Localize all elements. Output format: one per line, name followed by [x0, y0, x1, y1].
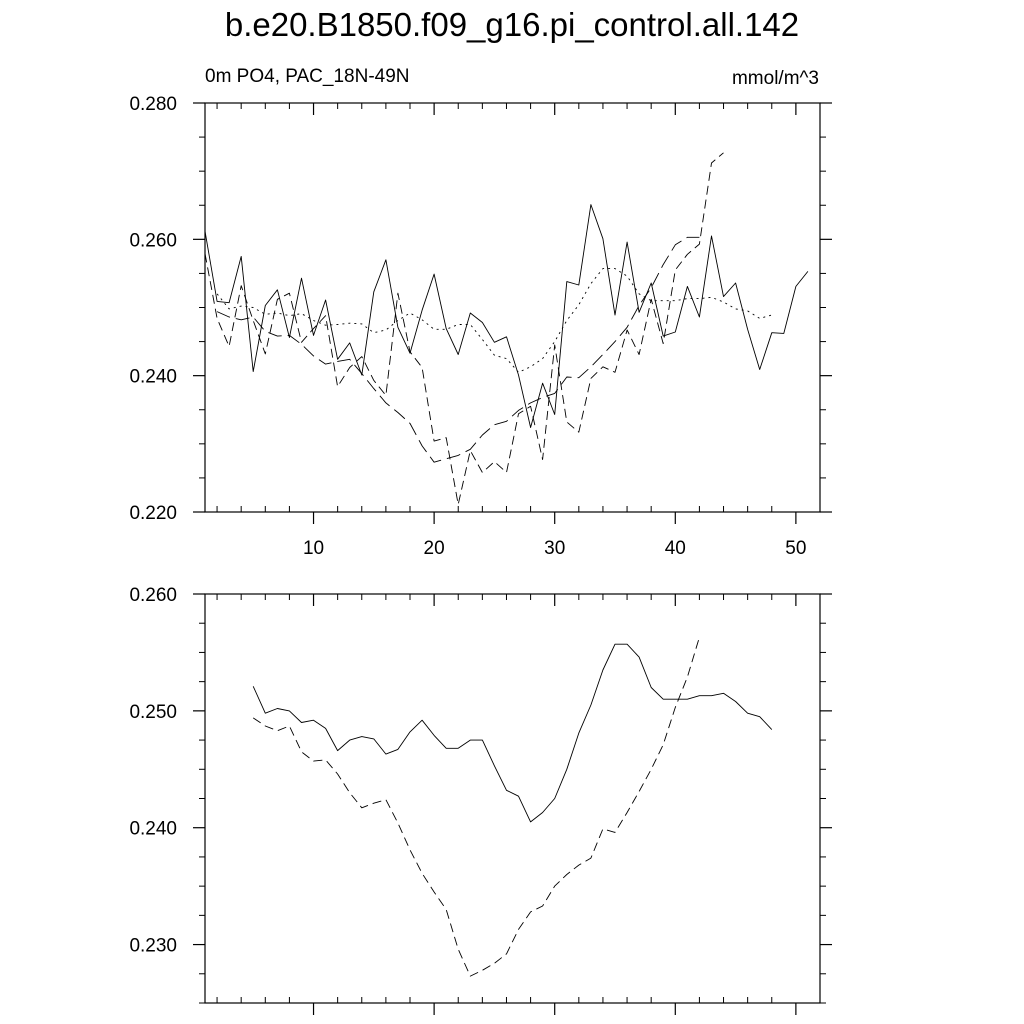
x-tick-label: 20: [424, 538, 445, 559]
series-line-dashed: [205, 152, 724, 505]
series-line-dotted: [216, 268, 772, 373]
y-tick-label: 0.280: [129, 94, 177, 115]
figure-title: b.e20.B1850.f09_g16.pi_control.all.142: [224, 6, 800, 43]
series-line-dashed: [252, 637, 700, 977]
y-tick-label: 0.240: [129, 367, 177, 388]
subtitle-units: mmol/m^3: [731, 68, 819, 89]
series-line-solid: [252, 643, 773, 823]
x-tick-label: 50: [785, 538, 806, 559]
x-tick-label: 30: [544, 538, 565, 559]
plot-frame: [204, 102, 821, 513]
y-tick-label: 0.220: [129, 503, 177, 524]
top-panel: 10 20 30 40 50 0.220 0.240 0.260 0.280: [129, 94, 832, 559]
subtitle-variable-region: 0m PO4, PAC_18N-49N: [205, 66, 410, 87]
y-tick-label: 0.230: [129, 936, 177, 957]
series-line-solid: [205, 204, 809, 428]
bottom-panel: 0.230 0.240 0.250 0.260: [129, 585, 832, 1015]
y-tick-label: 0.260: [129, 585, 177, 606]
x-tick-label: 10: [303, 538, 324, 559]
y-tick-label: 0.260: [129, 230, 177, 251]
y-tick-label: 0.250: [129, 702, 177, 723]
series-line-long-dashed: [216, 236, 700, 463]
x-tick-label: 40: [665, 538, 686, 559]
y-tick-label: 0.240: [129, 819, 177, 840]
